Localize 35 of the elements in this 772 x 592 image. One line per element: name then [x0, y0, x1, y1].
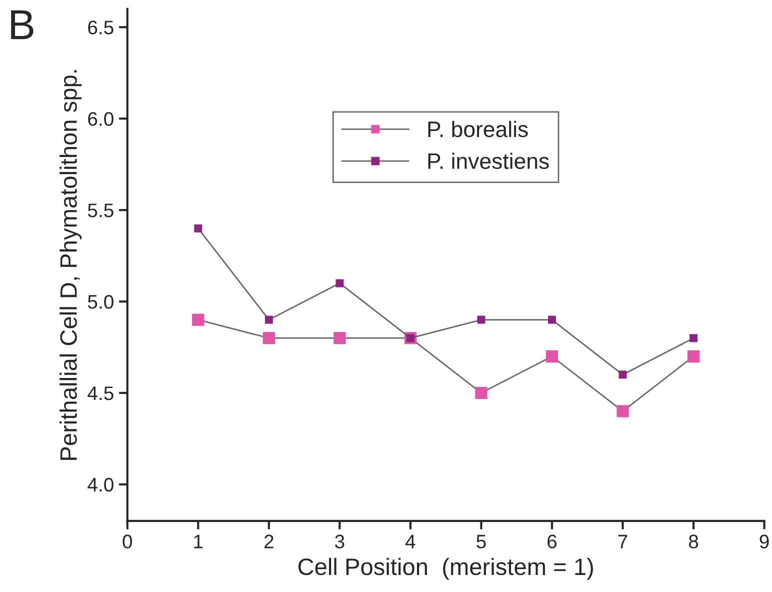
y-tick-label: 4.5	[88, 386, 114, 400]
x-tick-label: 7	[618, 534, 628, 548]
y-tick-label: 5.0	[88, 294, 114, 309]
x-tick-label: 2	[264, 534, 274, 548]
point	[264, 316, 273, 324]
x-tick-label: 6	[548, 534, 557, 548]
point	[262, 332, 275, 344]
text: B	[11, 10, 34, 40]
x-tick-label: 5	[476, 534, 486, 548]
point	[618, 370, 627, 379]
legend-label: P. borealis	[428, 120, 528, 138]
legend-label: P. investiens	[428, 152, 549, 170]
x-axis-title: Cell Position (meristem = 1)	[298, 558, 593, 580]
y-tick-label: 4.0	[88, 478, 114, 492]
point	[616, 405, 629, 418]
point	[690, 334, 698, 342]
point	[687, 350, 700, 362]
x-tick-label: 9	[760, 534, 769, 548]
y-axis-title: Perithallial Cell D, Phymatolithon spp.	[60, 70, 82, 460]
point	[194, 224, 202, 232]
point	[475, 386, 488, 400]
y-tick-label: 6.0	[88, 112, 114, 126]
x-tick-label: 0	[122, 534, 132, 548]
point	[477, 316, 486, 324]
x-tick-label: 8	[688, 534, 698, 548]
y-tick-label: 5.5	[88, 204, 114, 218]
point	[334, 332, 346, 344]
x-tick-label: 3	[335, 534, 344, 548]
point	[192, 314, 204, 326]
x-tick-label: 4	[405, 534, 416, 548]
point	[336, 279, 344, 288]
point	[548, 316, 556, 324]
point	[546, 350, 558, 362]
y-tick-label: 6.5	[88, 20, 114, 34]
x-tick-label: 1	[194, 534, 203, 548]
